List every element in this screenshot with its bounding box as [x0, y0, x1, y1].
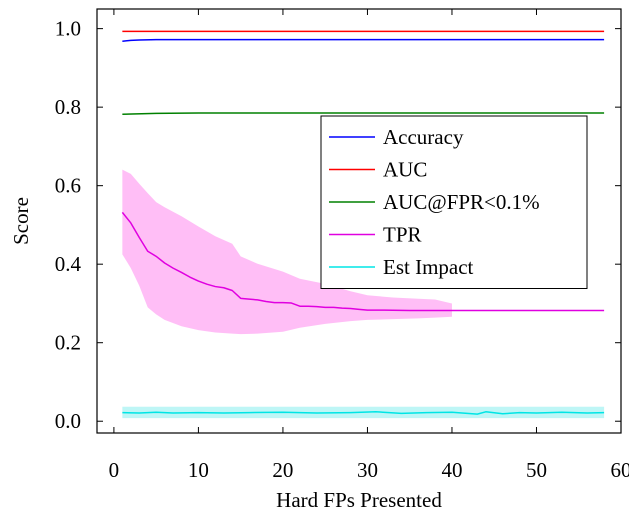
legend: Accuracy AUC AUC@FPR<0.1% TPR Est Impact — [321, 116, 587, 289]
y-tick-label: 0.8 — [55, 95, 81, 119]
x-tick-label: 50 — [526, 458, 547, 482]
y-tick-label: 0.0 — [55, 409, 81, 433]
x-tick-label: 20 — [272, 458, 293, 482]
x-axis-title: Hard FPs Presented — [276, 488, 442, 512]
y-tick-label: 0.4 — [55, 252, 82, 276]
y-axis-title: Score — [9, 197, 33, 245]
legend-label-est-impact: Est Impact — [383, 255, 474, 279]
x-tick-label: 30 — [357, 458, 378, 482]
legend-label-auc: AUC — [383, 158, 427, 182]
y-tick-label: 0.6 — [55, 174, 81, 198]
legend-label-accuracy: Accuracy — [383, 125, 464, 149]
line-auc-fpr-0-1 — [122, 113, 604, 114]
line-accuracy — [122, 40, 604, 42]
y-tick-label: 1.0 — [55, 17, 81, 41]
y-tick-label: 0.2 — [55, 331, 81, 355]
x-tick-label: 0 — [109, 458, 120, 482]
x-tick-label: 40 — [441, 458, 462, 482]
legend-label-auc-fpr-0-1: AUC@FPR<0.1% — [383, 190, 540, 214]
x-tick-label: 60 — [611, 458, 629, 482]
legend-label-tpr: TPR — [383, 223, 422, 247]
x-tick-label: 10 — [188, 458, 209, 482]
